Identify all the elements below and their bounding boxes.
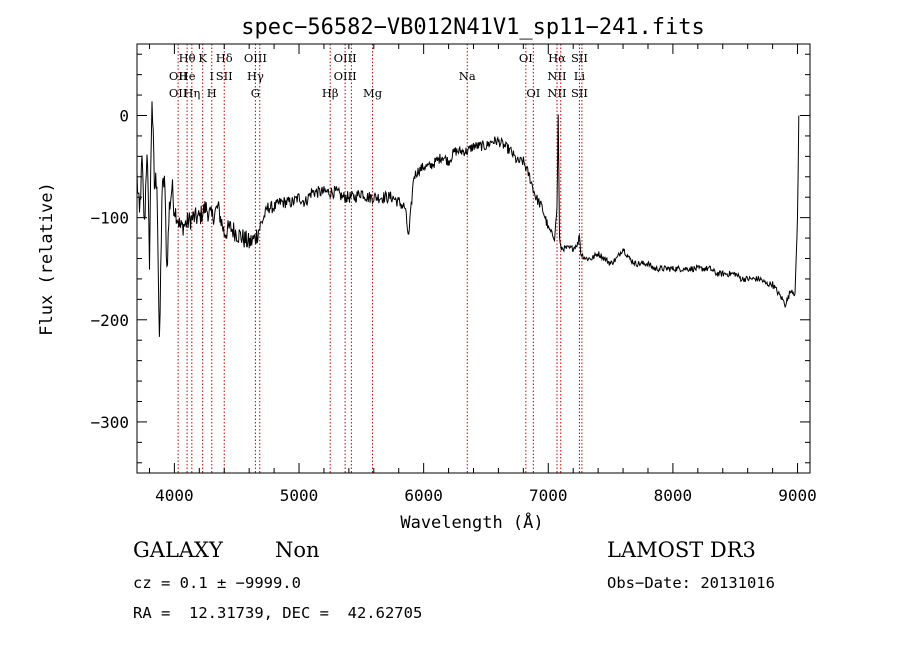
line-label: He xyxy=(179,69,196,83)
line-label: SII xyxy=(571,86,588,100)
spectral-line-markers xyxy=(177,44,583,473)
y-tick-label: 0 xyxy=(119,107,129,126)
x-tick-label: 7000 xyxy=(529,486,568,505)
line-label: OII xyxy=(169,69,188,83)
x-tick-label: 9000 xyxy=(778,486,817,505)
line-label: OI xyxy=(526,86,540,100)
survey-name: LAMOST DR3 xyxy=(607,538,756,562)
line-label: OII xyxy=(169,86,188,100)
line-label: Hη xyxy=(183,86,200,100)
y-tick-label: −200 xyxy=(90,311,129,330)
line-label: H xyxy=(207,86,217,100)
obs-date: Obs−Date: 20131016 xyxy=(607,574,775,592)
chart-title: spec−56582−VB012N41V1_sp11−241.fits xyxy=(241,15,705,40)
line-label: I xyxy=(210,69,215,83)
line-label: NII xyxy=(547,86,566,100)
line-label: SII xyxy=(216,69,233,83)
line-label: NII xyxy=(547,69,566,83)
spectral-line-labels: OII OII Hθ He Hη KIH Hδ SII OIII Hγ G Hβ OIII OIII Mg N… xyxy=(169,51,588,100)
line-label: OIII xyxy=(334,69,357,83)
y-tick-label: −300 xyxy=(90,413,129,432)
spectrum-line xyxy=(136,101,800,337)
line-label: OIII xyxy=(244,51,267,65)
plot-frame xyxy=(136,43,811,474)
coordinates-line: RA = 12.31739, DEC = 42.62705 xyxy=(133,604,423,622)
x-tick-label: 8000 xyxy=(654,486,693,505)
y-tick-label: −100 xyxy=(90,209,129,228)
line-label: Hβ xyxy=(322,86,339,100)
line-label: Mg xyxy=(363,86,383,100)
line-label: Hδ xyxy=(216,51,233,65)
line-label: SII xyxy=(571,51,588,65)
line-label: Li xyxy=(574,69,586,83)
line-label: G xyxy=(251,86,260,100)
x-tick-label: 4000 xyxy=(155,486,194,505)
line-label: Hθ xyxy=(179,51,196,65)
x-axis-label: Wavelength (Å) xyxy=(400,511,543,533)
line-label: Hγ xyxy=(247,69,264,83)
line-label: Na xyxy=(459,69,476,83)
object-subclass: Non xyxy=(275,538,320,562)
line-label: OIII xyxy=(334,51,357,65)
line-label: Hα xyxy=(548,51,566,65)
y-axis-ticks: 0 −100 −200 −300 xyxy=(90,53,810,464)
object-type: GALAXY xyxy=(133,538,223,562)
x-tick-label: 6000 xyxy=(404,486,443,505)
redshift-line: cz = 0.1 ± −9999.0 xyxy=(133,574,301,592)
line-label: OI xyxy=(519,51,533,65)
x-axis-ticks: 4000 5000 6000 7000 8000 9000 xyxy=(148,44,817,505)
y-axis-label: Flux (relative) xyxy=(37,182,57,336)
line-label: K xyxy=(198,51,207,65)
x-tick-label: 5000 xyxy=(280,486,319,505)
